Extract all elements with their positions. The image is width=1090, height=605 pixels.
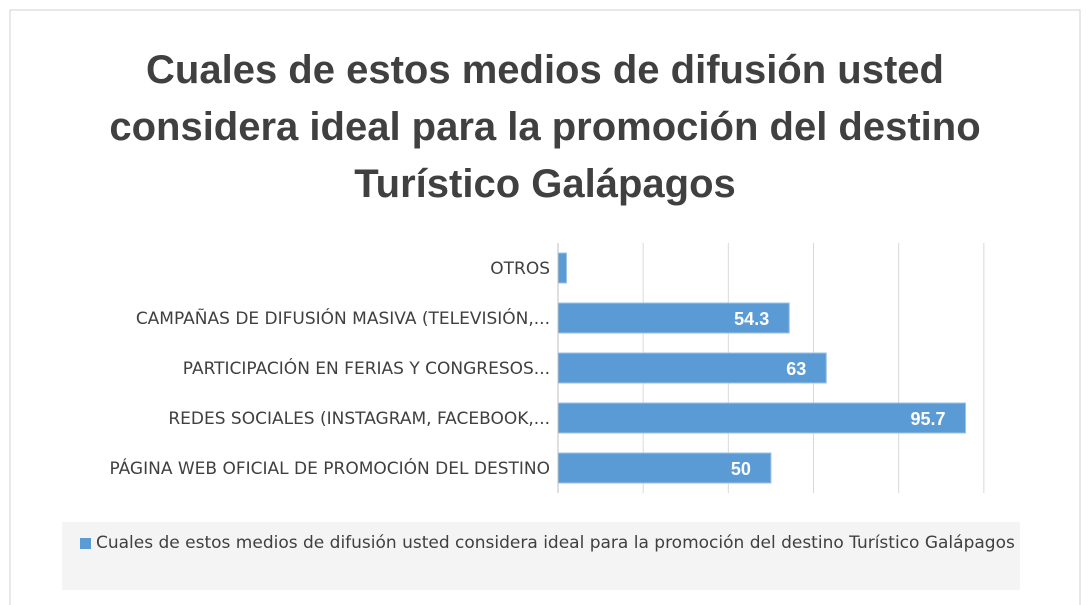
bar bbox=[557, 452, 772, 484]
y-tick-label: OTROS bbox=[490, 259, 550, 279]
y-tick-label: CAMPAÑAS DE DIFUSIÓN MASIVA (TELEVISIÓN,… bbox=[136, 307, 550, 329]
legend-label: Cuales de estos medios de difusión usted… bbox=[96, 533, 1015, 553]
bar bbox=[557, 252, 568, 284]
y-tick-label: REDES SOCIALES (INSTAGRAM, FACEBOOK,... bbox=[168, 409, 550, 429]
chart-title: Cuales de estos medios de difusión usted… bbox=[109, 48, 981, 206]
legend-swatch bbox=[80, 538, 91, 549]
bar bbox=[557, 402, 967, 434]
legend: Cuales de estos medios de difusión usted… bbox=[62, 522, 1020, 590]
data-label: 54.3 bbox=[734, 309, 769, 329]
data-label: 50 bbox=[731, 459, 751, 479]
data-label: 63 bbox=[786, 359, 806, 379]
data-label: 95.7 bbox=[910, 409, 945, 429]
chart-border bbox=[9, 9, 1081, 605]
bar bbox=[557, 302, 790, 334]
y-tick-label: PARTICIPACIÓN EN FERIAS Y CONGRESOS... bbox=[183, 357, 550, 379]
y-tick-label: PÁGINA WEB OFICIAL DE PROMOCIÓN DEL DEST… bbox=[109, 457, 550, 479]
